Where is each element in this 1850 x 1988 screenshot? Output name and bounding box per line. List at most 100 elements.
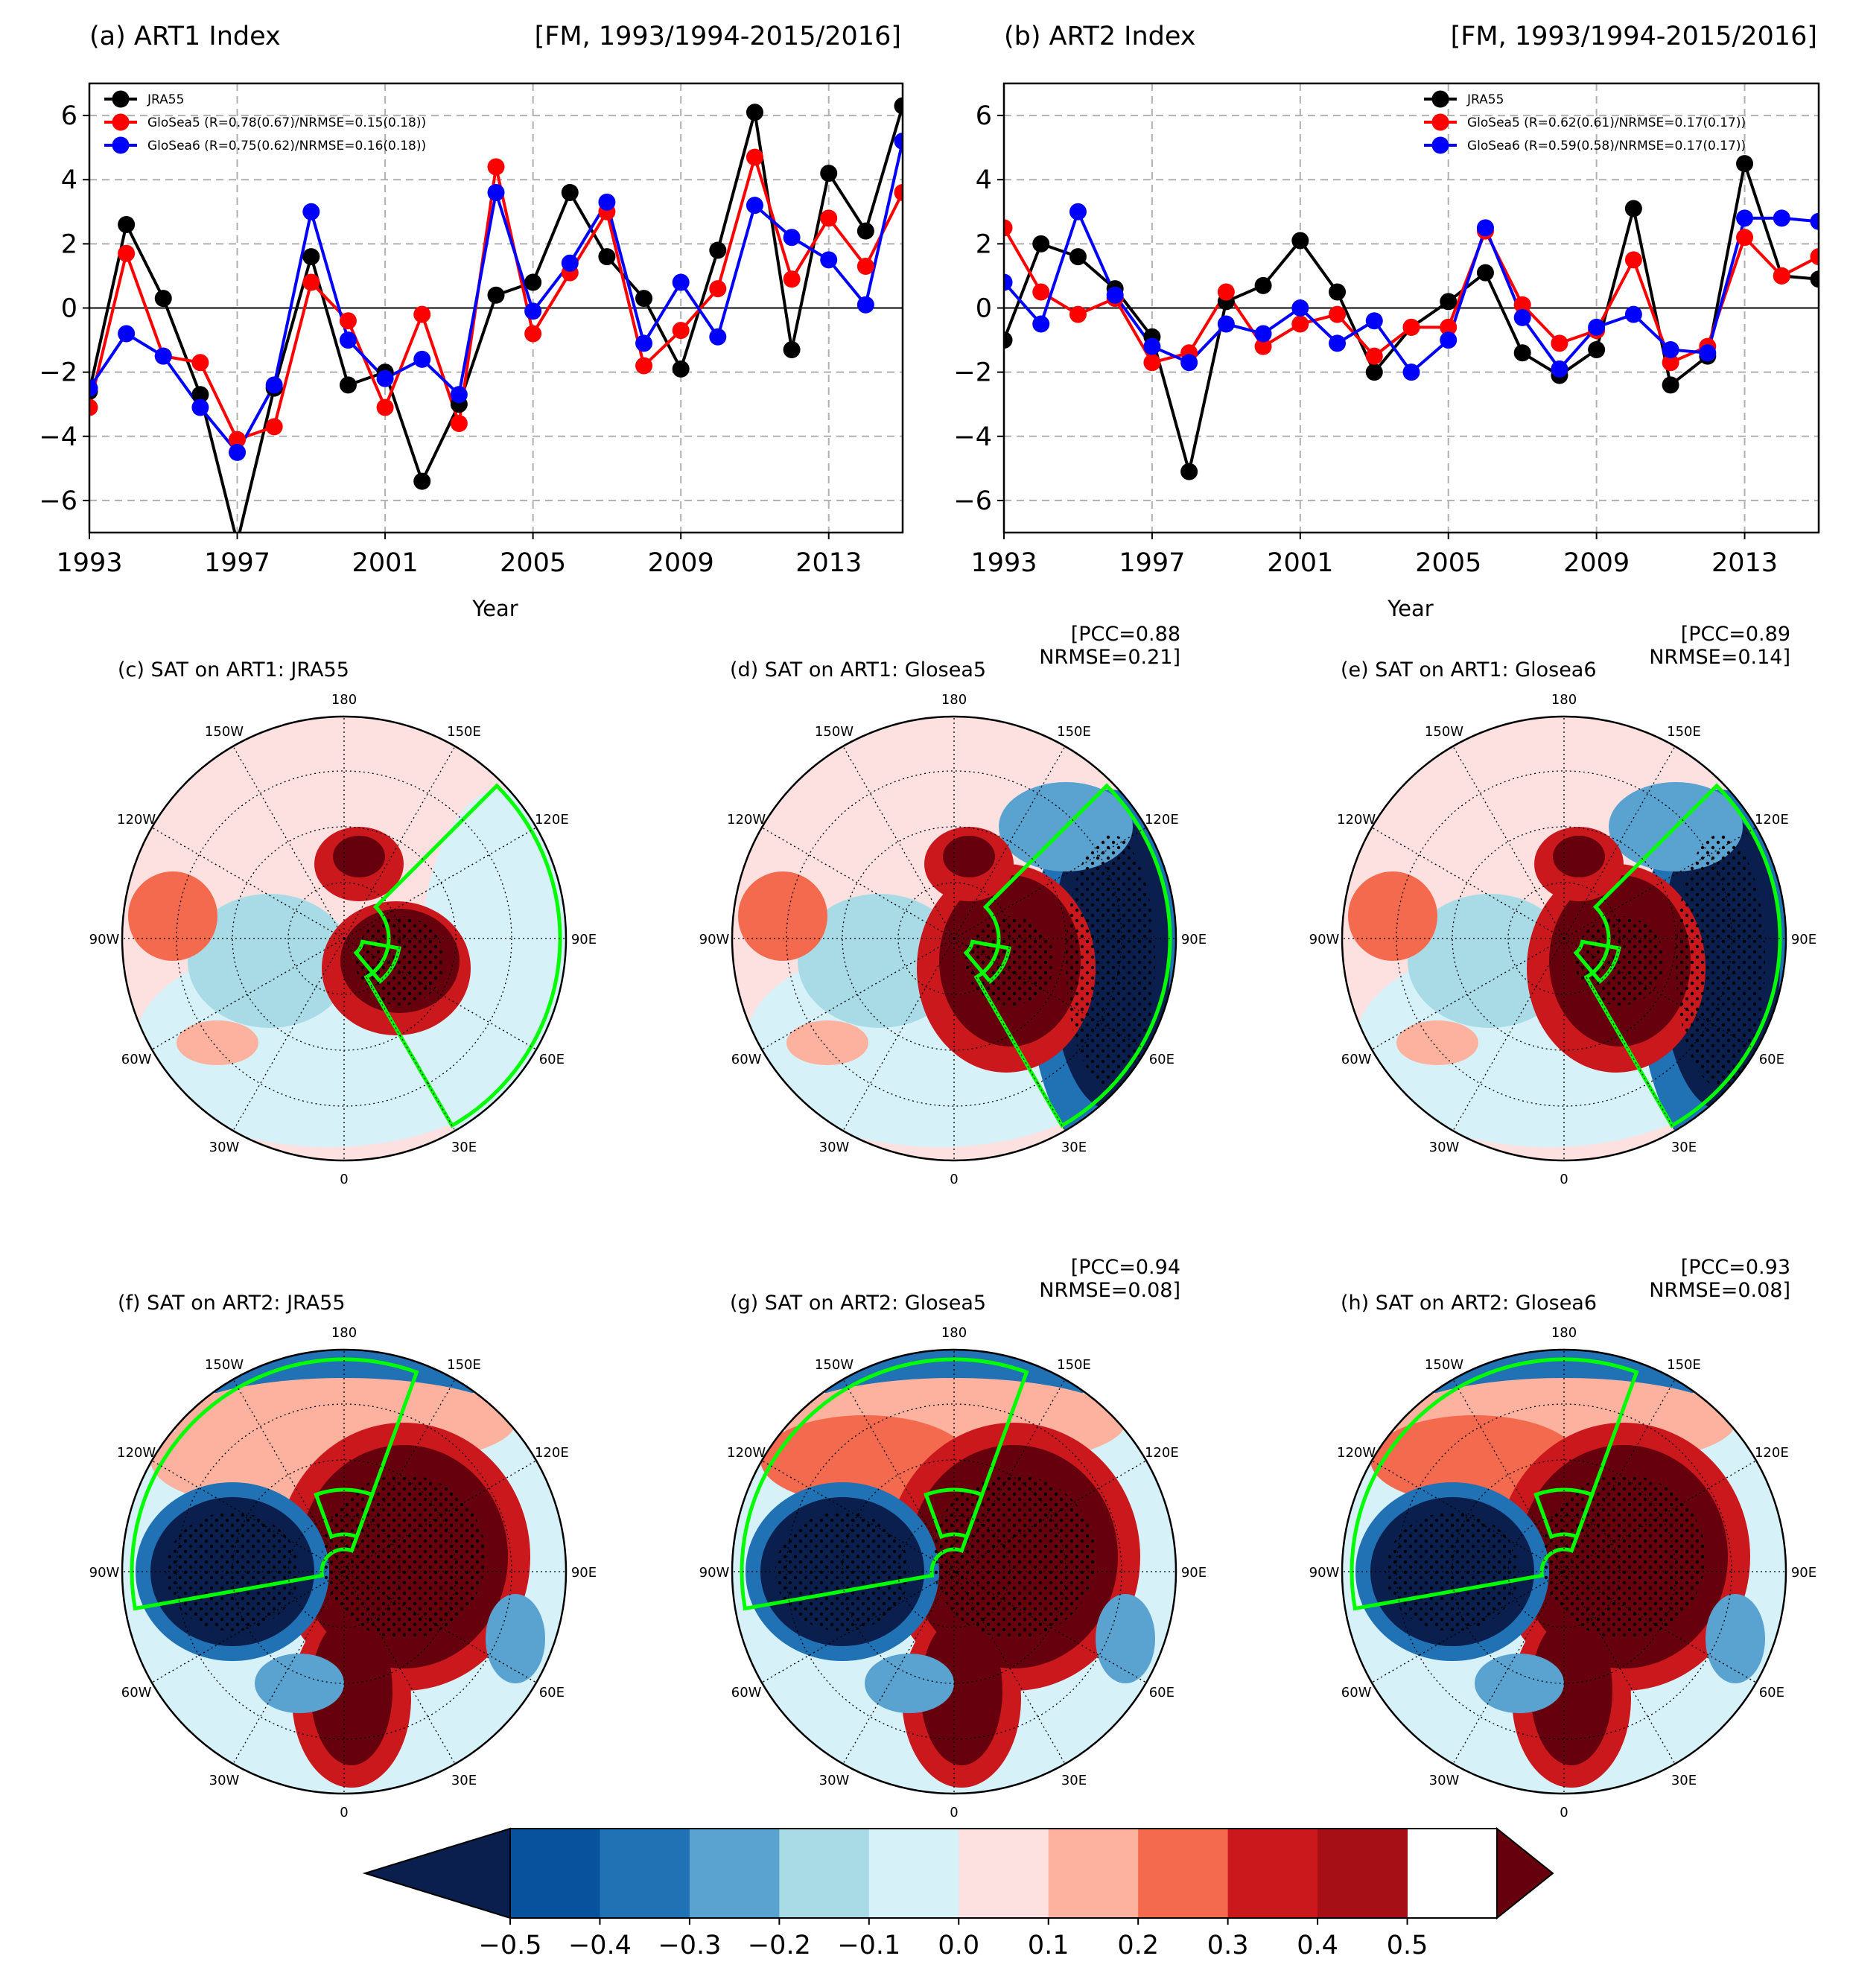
lon-label: 60W [731, 1052, 762, 1067]
data-point-glosea5 [783, 270, 801, 288]
data-point-glosea6 [783, 229, 801, 247]
data-point-glosea6 [1440, 331, 1458, 349]
data-point-glosea5 [1254, 337, 1272, 355]
x-tick-label: 2009 [648, 548, 714, 578]
x-tick-label: 1993 [970, 548, 1037, 578]
lon-label: 60E [1759, 1052, 1784, 1067]
data-point-glosea5 [709, 280, 727, 298]
map-title: (g) SAT on ART2: Glosea5 [730, 1292, 986, 1315]
data-point-glosea6 [1773, 209, 1790, 227]
data-point-jra55 [1624, 200, 1642, 217]
lon-label: 150E [447, 724, 481, 740]
legend: JRA55 GloSea5 (R=0.62(0.61)/NRMSE=0.17(0.… [1424, 90, 1746, 154]
data-point-glosea6 [376, 369, 394, 387]
data-point-glosea6 [746, 197, 763, 215]
data-point-glosea5 [1402, 318, 1420, 336]
data-point-glosea5 [635, 357, 653, 375]
graticule [122, 1350, 566, 1794]
x-tick-label: 2013 [1711, 548, 1778, 578]
data-point-jra55 [1004, 331, 1013, 349]
lon-label: 150E [1057, 1357, 1091, 1373]
data-point-glosea6 [1402, 363, 1420, 381]
legend-entry: GloSea6 (R=0.59(0.58)/NRMSE=0.17(0.17)) [1467, 139, 1746, 153]
x-tick-label: 2001 [1267, 548, 1333, 578]
data-point-glosea5 [339, 312, 357, 330]
data-point-glosea6 [1069, 203, 1087, 220]
sat-regression-maps: (c) SAT on ART1: JRA55 180 150E 120E 90E 60E 3… [89, 623, 1816, 1820]
lon-label: 120E [1145, 812, 1179, 828]
data-point-glosea5 [524, 325, 542, 343]
lon-label: 120E [1755, 812, 1789, 828]
x-tick-label: 1993 [56, 548, 122, 578]
series-line-glosea5 [1004, 226, 1819, 365]
legend-entry: JRA55 [1466, 92, 1504, 107]
lon-label: 30W [1429, 1140, 1460, 1155]
data-point-glosea5 [1736, 229, 1754, 247]
graticule [1342, 1350, 1786, 1794]
x-axis-label-a: Year [471, 596, 518, 621]
colorbar-tick-label: −0.5 [479, 1931, 542, 1960]
chart-title-a: (a) ART1 Index [89, 22, 281, 51]
data-point-glosea5 [89, 398, 98, 416]
map-panel-d: (d) SAT on ART1: Glosea5 [PCC=0.88NRMSE=0… [699, 623, 1207, 1187]
y-tick-label: 2 [976, 229, 992, 259]
data-point-glosea5 [1143, 354, 1161, 372]
data-point-glosea6 [1291, 299, 1309, 317]
x-tick-label: 2009 [1563, 548, 1630, 578]
data-point-glosea5 [1773, 267, 1790, 285]
map-boundary [121, 715, 568, 1162]
map-title: (c) SAT on ART1: JRA55 [118, 658, 349, 682]
colorbar-bin [1138, 1829, 1229, 1918]
map-title: (d) SAT on ART1: Glosea5 [730, 658, 986, 682]
data-point-jra55 [1032, 235, 1050, 253]
sat-anomaly-region [1575, 916, 1665, 1006]
data-point-glosea6 [856, 296, 874, 314]
y-tick-label: 0 [976, 294, 992, 324]
sat-anomaly-region [1096, 1594, 1155, 1683]
map-panel-h: (h) SAT on ART2: Glosea6 [PCC=0.93NRMSE=0… [1309, 1256, 1816, 1820]
colorbar-tick-label: 0.3 [1207, 1931, 1249, 1960]
sat-anomaly-region [1396, 1020, 1478, 1065]
y-tick-label: 6 [976, 101, 992, 131]
map-panel-c: (c) SAT on ART1: JRA55 180 150E 120E 90E 60E 3… [89, 658, 597, 1187]
lon-label: 120W [1337, 812, 1376, 828]
legend-entry: GloSea5 (R=0.78(0.67)/NRMSE=0.15(0.18)) [147, 115, 426, 130]
line-chart-art1: (a) ART1 Index [FM, 1993/1994-2015/2016]… [39, 22, 904, 621]
sat-anomaly-region [965, 916, 1055, 1006]
data-point-jra55 [709, 241, 727, 259]
data-point-glosea6 [1810, 212, 1819, 230]
sat-anomaly-region [128, 871, 217, 961]
sat-anomaly-region [311, 1616, 392, 1765]
data-point-jra55 [1440, 293, 1458, 311]
data-point-glosea5 [1069, 305, 1087, 323]
y-tick-label: −4 [953, 422, 992, 452]
data-point-glosea6 [265, 376, 283, 394]
data-point-glosea5 [376, 398, 394, 416]
lon-label: 120E [1145, 1445, 1179, 1461]
data-point-glosea5 [820, 209, 838, 227]
colorbar-tick-label: 0.4 [1297, 1931, 1338, 1960]
sat-anomaly-region [1553, 836, 1605, 877]
data-point-jra55 [561, 183, 579, 201]
map-stats: NRMSE=0.14] [1649, 646, 1790, 669]
lon-label: 150E [447, 1357, 481, 1373]
map-stats: NRMSE=0.21] [1039, 646, 1180, 669]
data-point-glosea6 [1699, 344, 1717, 362]
lon-label: 30W [819, 1773, 850, 1788]
data-point-glosea6 [1588, 318, 1606, 336]
data-point-glosea6 [1180, 354, 1198, 372]
sat-anomaly-region [255, 1654, 344, 1713]
data-point-jra55 [746, 104, 763, 121]
lon-label: 180 [941, 1325, 967, 1341]
map-boundary [731, 1348, 1177, 1795]
grid [89, 83, 903, 533]
data-point-jra55 [1476, 264, 1494, 282]
map-boundary [1341, 715, 1787, 1162]
lon-label: 30E [1061, 1773, 1087, 1788]
lon-label: 90E [1791, 1565, 1816, 1581]
data-point-glosea6 [1551, 360, 1568, 378]
lon-label: 0 [1560, 1805, 1568, 1820]
colorbar-bin [510, 1829, 600, 1918]
graticule [1342, 717, 1786, 1160]
lon-label: 60W [1341, 1052, 1372, 1067]
